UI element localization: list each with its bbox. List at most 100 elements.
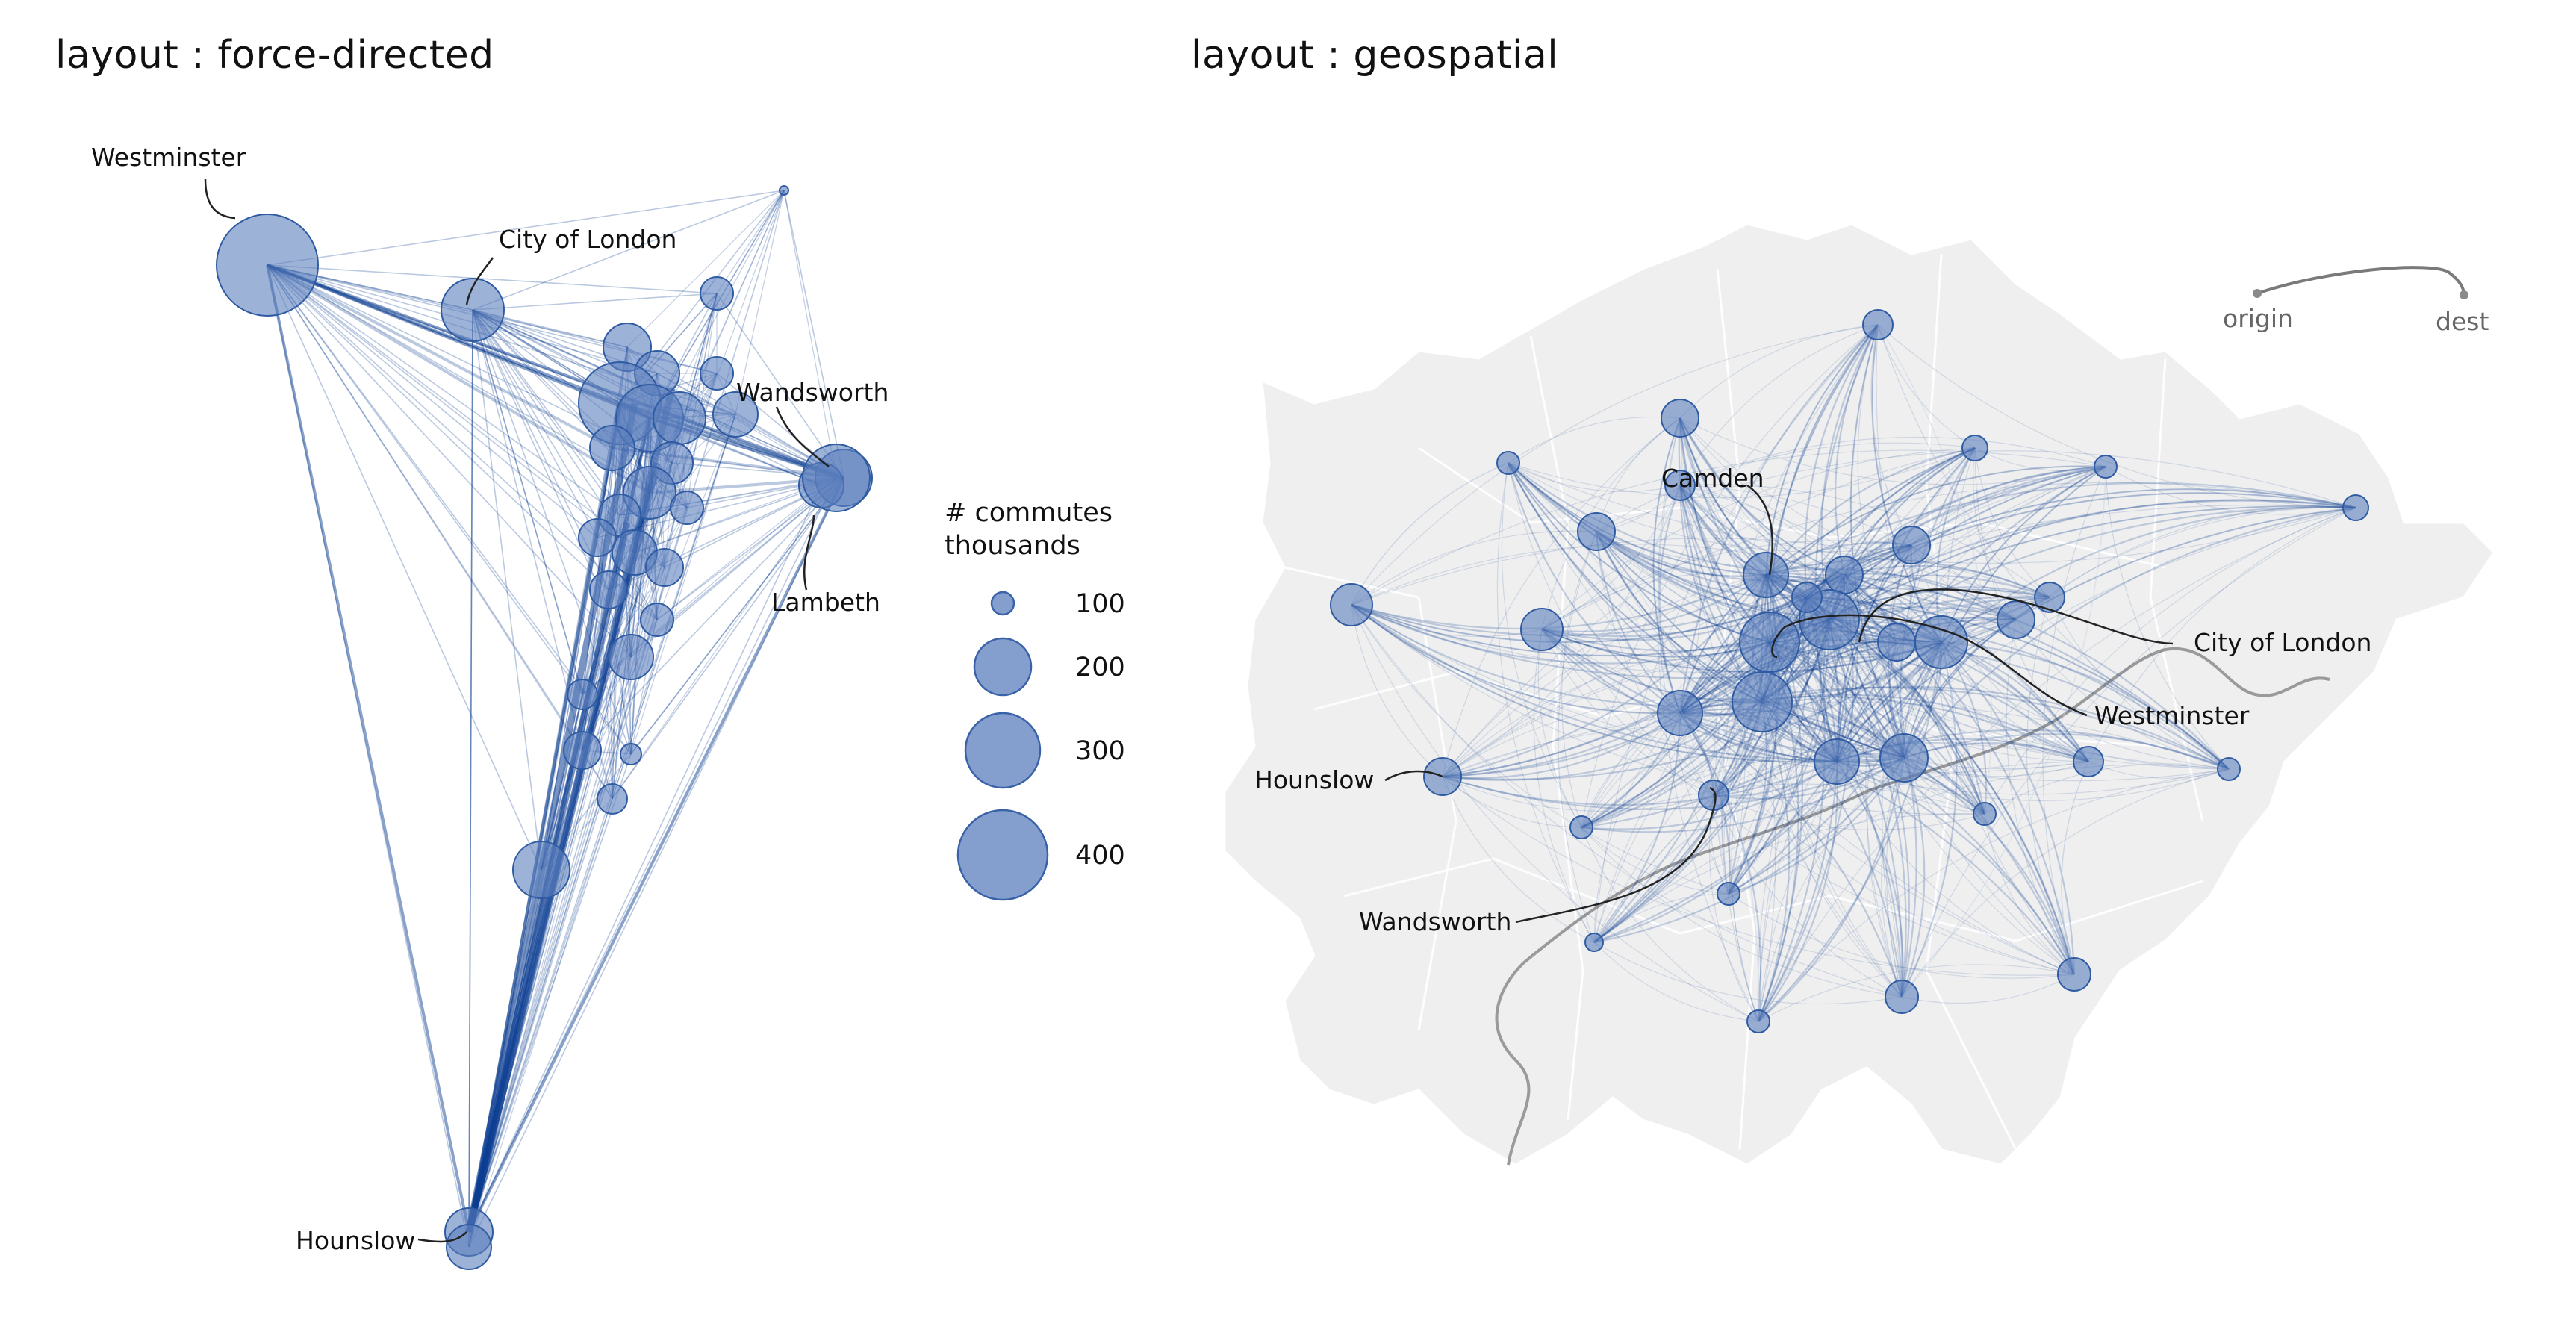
network-node (1879, 733, 1929, 783)
network-edge (1896, 641, 1985, 815)
network-edge (267, 264, 598, 538)
network-edge (1508, 462, 1770, 643)
network-edge (266, 264, 651, 494)
network-edge (1769, 641, 1985, 815)
left-annotations (204, 178, 830, 1243)
network-edge (1351, 596, 1808, 644)
label-city-of-london: City of London (499, 225, 676, 254)
network-edge (1679, 417, 1905, 759)
network-edge (1442, 701, 1763, 781)
network-edge (1713, 794, 1985, 830)
network-edge (1679, 712, 1905, 762)
network-node (2094, 455, 2118, 479)
network-edge (1836, 761, 1904, 998)
network-edge (1658, 485, 1681, 714)
od-key-curve (2256, 266, 2465, 296)
network-node (1520, 608, 1564, 651)
network-edge (468, 485, 822, 1233)
network-edge (1679, 485, 1776, 1022)
network-edge (1508, 462, 1830, 621)
network-node (2217, 757, 2241, 781)
network-edge (1761, 701, 1985, 815)
network-edge (1351, 604, 1838, 763)
network-edge (1508, 462, 1763, 703)
network-edge (2105, 466, 2230, 770)
network-edge (1728, 447, 1976, 895)
network-edge (1351, 604, 1759, 1022)
legend-value-400: 400 (1075, 841, 1125, 871)
network-edge (1886, 641, 1942, 998)
network-edge (1581, 641, 1942, 829)
network-edge (1581, 757, 1905, 833)
legend-circle-300 (964, 712, 1042, 789)
network-edge (1593, 942, 1903, 1005)
network-edge (1679, 465, 2106, 714)
network-edge (1769, 641, 2089, 762)
network-edge (468, 477, 844, 1248)
network-edge (1508, 462, 1767, 576)
network-node (597, 783, 628, 815)
network-edge (716, 190, 785, 294)
network-edge (1814, 324, 1879, 762)
network-edge (1679, 712, 1985, 815)
network-node (1739, 612, 1800, 673)
network-edge (1351, 604, 1985, 815)
network-edge (472, 309, 583, 695)
label-westminster-right: Westminster (2094, 701, 2250, 730)
network-node (1717, 882, 1740, 906)
network-edge (686, 293, 718, 508)
network-edge (1442, 701, 2230, 777)
network-edge (1836, 761, 2230, 801)
network-edge (1761, 694, 2089, 762)
network-edge (1758, 574, 1854, 1022)
network-edge (1593, 597, 2050, 943)
network-edge (467, 477, 845, 1233)
legend-circle-200 (973, 637, 1033, 697)
network-edge (582, 477, 844, 751)
network-edge (472, 309, 598, 538)
network-edge (1679, 417, 1770, 643)
network-edge (1836, 506, 2356, 762)
network-edge (1679, 485, 2089, 762)
network-edge (1679, 417, 1845, 576)
network-edge (1678, 417, 1763, 703)
network-edge (1911, 544, 2089, 762)
network-edge (1541, 629, 1770, 658)
network-edge (1758, 641, 1897, 1022)
network-edge (1903, 732, 2230, 771)
force-directed-edges (266, 190, 845, 1248)
left-panel-title: layout : force-directed (55, 33, 494, 78)
network-edge (582, 507, 688, 695)
leader-hounslow (417, 1231, 467, 1243)
network-edge (1877, 324, 2230, 770)
network-edge (468, 309, 473, 1248)
network-edge (1765, 482, 2356, 576)
network-edge (1596, 531, 2230, 770)
network-edge (468, 414, 736, 1233)
network-node (712, 391, 759, 438)
network-edge (1593, 761, 1838, 943)
network-edge (472, 293, 718, 311)
network-node (2034, 582, 2065, 613)
network-edge (630, 477, 844, 755)
network-edge (1829, 618, 2089, 762)
network-node (653, 391, 706, 445)
network-node (1746, 1009, 1770, 1033)
thames-river (1495, 647, 2330, 1166)
network-edge (1903, 466, 2106, 759)
network-edge (1541, 572, 1767, 630)
network-edge (1836, 760, 2075, 975)
network-edge (468, 619, 658, 1233)
network-node (1664, 470, 1696, 501)
network-edge (1351, 538, 2050, 606)
network-edge (1758, 964, 2075, 1022)
network-node (589, 425, 635, 471)
network-node (700, 276, 734, 311)
network-edge (1508, 462, 1912, 553)
network-edge (1679, 485, 1903, 998)
network-edge (1508, 416, 1681, 464)
network-node (670, 491, 704, 525)
network-edge (1765, 568, 2017, 620)
network-edge (1941, 641, 2230, 770)
